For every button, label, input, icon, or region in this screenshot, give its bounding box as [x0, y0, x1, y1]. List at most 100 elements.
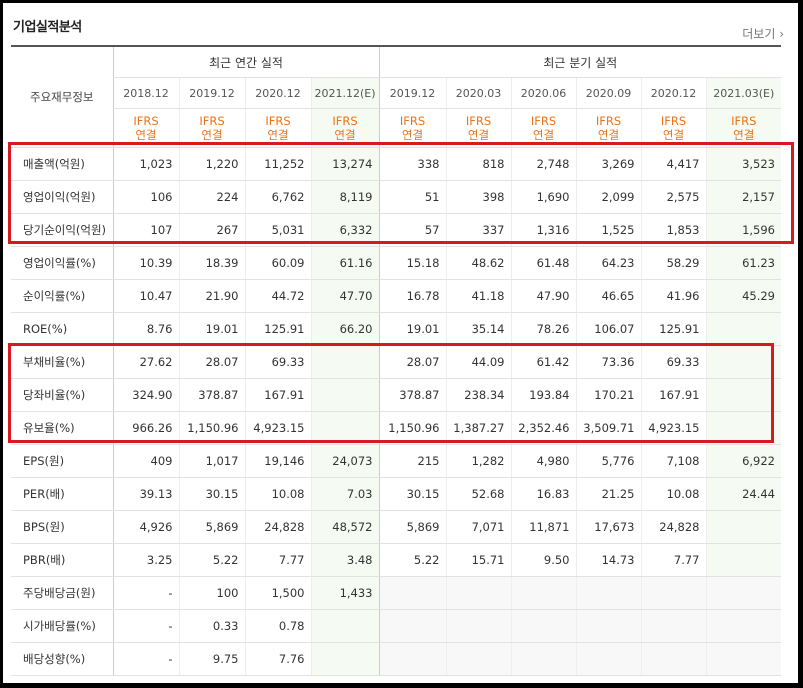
table-cell — [575, 609, 641, 643]
table-cell — [310, 378, 379, 412]
table-cell: 106.07 — [575, 312, 641, 346]
table-cell: 44.09 — [445, 345, 511, 379]
table-cell: 11,252 — [244, 147, 311, 181]
table-cell: 73.36 — [575, 345, 641, 379]
table-row: PER(배) 39.13 30.15 10.08 7.03 30.15 52.68 16.83… — [11, 477, 781, 511]
table-row: BPS(원) 4,926 5,869 24,828 48,572 5,869 7,071 11… — [11, 510, 781, 544]
table-cell: 60.09 — [244, 246, 311, 280]
table-cell — [705, 378, 781, 412]
table-cell: 78.26 — [510, 312, 576, 346]
table-cell: 324.90 — [112, 378, 179, 412]
period-header: 2020.03 — [445, 77, 511, 109]
table-cell — [445, 642, 511, 676]
table-cell: 7,108 — [640, 444, 706, 478]
table-cell: 41.18 — [445, 279, 511, 313]
ifrs-badge: IFRS 연결 — [640, 108, 706, 148]
table-cell: - — [112, 609, 179, 643]
table-cell: 4,980 — [510, 444, 576, 478]
table-cell: 64.23 — [575, 246, 641, 280]
consolidated-label: 연결 — [201, 128, 223, 142]
table-cell: 61.42 — [510, 345, 576, 379]
table-cell: 44.72 — [244, 279, 311, 313]
table-cell: 1,150.96 — [178, 411, 245, 445]
table-cell: 47.90 — [510, 279, 576, 313]
row-label: PER(배) — [11, 477, 113, 511]
table-cell: 125.91 — [244, 312, 311, 346]
table-cell: 7.77 — [244, 543, 311, 577]
table-cell: 48.62 — [445, 246, 511, 280]
table-cell: 1,220 — [178, 147, 245, 181]
table-cell: 66.20 — [310, 312, 379, 346]
table-cell: 4,923.15 — [244, 411, 311, 445]
table-cell: 6,922 — [705, 444, 781, 478]
table-cell: 3.48 — [310, 543, 379, 577]
table-cell: - — [112, 576, 179, 610]
section-title: 기업실적분석 — [13, 20, 82, 35]
ifrs-label: IFRS — [199, 114, 225, 128]
table-row: 주당배당금(원) -100 1,500 1,433 — [11, 576, 781, 610]
more-link[interactable]: 더보기 › — [742, 25, 784, 42]
table-row: 매출액(억원) 1,023 1,220 11,252 13,274 338 818 2,748… — [11, 147, 781, 181]
period-header: 2020.06 — [510, 77, 576, 109]
ifrs-badge: IFRS 연결 — [244, 108, 311, 148]
row-label: 배당성향(%) — [11, 642, 113, 676]
table-cell: 238.34 — [445, 378, 511, 412]
table-cell: 61.48 — [510, 246, 576, 280]
table-cell: 2,575 — [640, 180, 706, 214]
consolidated-label: 연결 — [267, 128, 289, 142]
period-header: 2020.09 — [575, 77, 641, 109]
financial-summary-panel: 기업실적분석 더보기 › 주요재무정보 최근 연간 실적 최근 분기 실적 20… — [3, 3, 798, 683]
table-cell: 28.07 — [378, 345, 446, 379]
table-cell — [310, 609, 379, 643]
table-cell: 48,572 — [310, 510, 379, 544]
row-label: ROE(%) — [11, 312, 113, 346]
table-cell: 24,073 — [310, 444, 379, 478]
table-cell — [640, 609, 706, 643]
table-cell: 2,352.46 — [510, 411, 576, 445]
table-cell: 106 — [112, 180, 179, 214]
table-cell: 15.71 — [445, 543, 511, 577]
table-cell: 24,828 — [244, 510, 311, 544]
row-label: 시가배당률(%) — [11, 609, 113, 643]
ifrs-label: IFRS — [465, 114, 492, 128]
table-cell: 69.33 — [640, 345, 706, 379]
consolidated-label: 연결 — [467, 128, 490, 142]
table-cell: 13,274 — [310, 147, 379, 181]
table-cell: 69.33 — [244, 345, 311, 379]
table-cell: 30.15 — [178, 477, 245, 511]
table-cell: 51 — [378, 180, 446, 214]
table-cell — [310, 411, 379, 445]
table-cell: 7.03 — [310, 477, 379, 511]
table-row: 순이익률(%) 10.47 21.90 44.72 47.70 16.78 41.18 47.… — [11, 279, 781, 313]
table-cell: 966.26 — [112, 411, 179, 445]
table-cell: 21.90 — [178, 279, 245, 313]
table-cell: 818 — [445, 147, 511, 181]
table-cell: 41.96 — [640, 279, 706, 313]
table-cell — [640, 642, 706, 676]
table-cell: 28.07 — [178, 345, 245, 379]
consolidated-label: 연결 — [532, 128, 555, 142]
table-cell: 47.70 — [310, 279, 379, 313]
table-cell: 1,690 — [510, 180, 576, 214]
table-cell — [705, 642, 781, 676]
row-label: EPS(원) — [11, 444, 113, 478]
table-row: 배당성향(%) -9.75 7.76 — [11, 642, 781, 676]
ifrs-label: IFRS — [595, 114, 622, 128]
table-cell: 5.22 — [178, 543, 245, 577]
more-arrow-icon: › — [775, 27, 784, 41]
financial-table: 주요재무정보 최근 연간 실적 최근 분기 실적 2018.12 2019.12 2… — [11, 45, 781, 676]
table-cell: 1,433 — [310, 576, 379, 610]
table-cell: 52.68 — [445, 477, 511, 511]
table-cell: 5.22 — [378, 543, 446, 577]
table-cell — [705, 543, 781, 577]
table-cell: 224 — [178, 180, 245, 214]
table-cell: 6,762 — [244, 180, 311, 214]
consolidated-label: 연결 — [733, 128, 755, 142]
table-row: 영업이익률(%) 10.39 18.39 60.09 61.16 15.18 48.62 61… — [11, 246, 781, 280]
row-label: 매출액(억원) — [11, 147, 113, 181]
table-cell — [705, 411, 781, 445]
table-cell — [445, 576, 511, 610]
table-cell: 7.77 — [640, 543, 706, 577]
table-cell — [310, 345, 379, 379]
consolidated-label: 연결 — [334, 128, 356, 142]
